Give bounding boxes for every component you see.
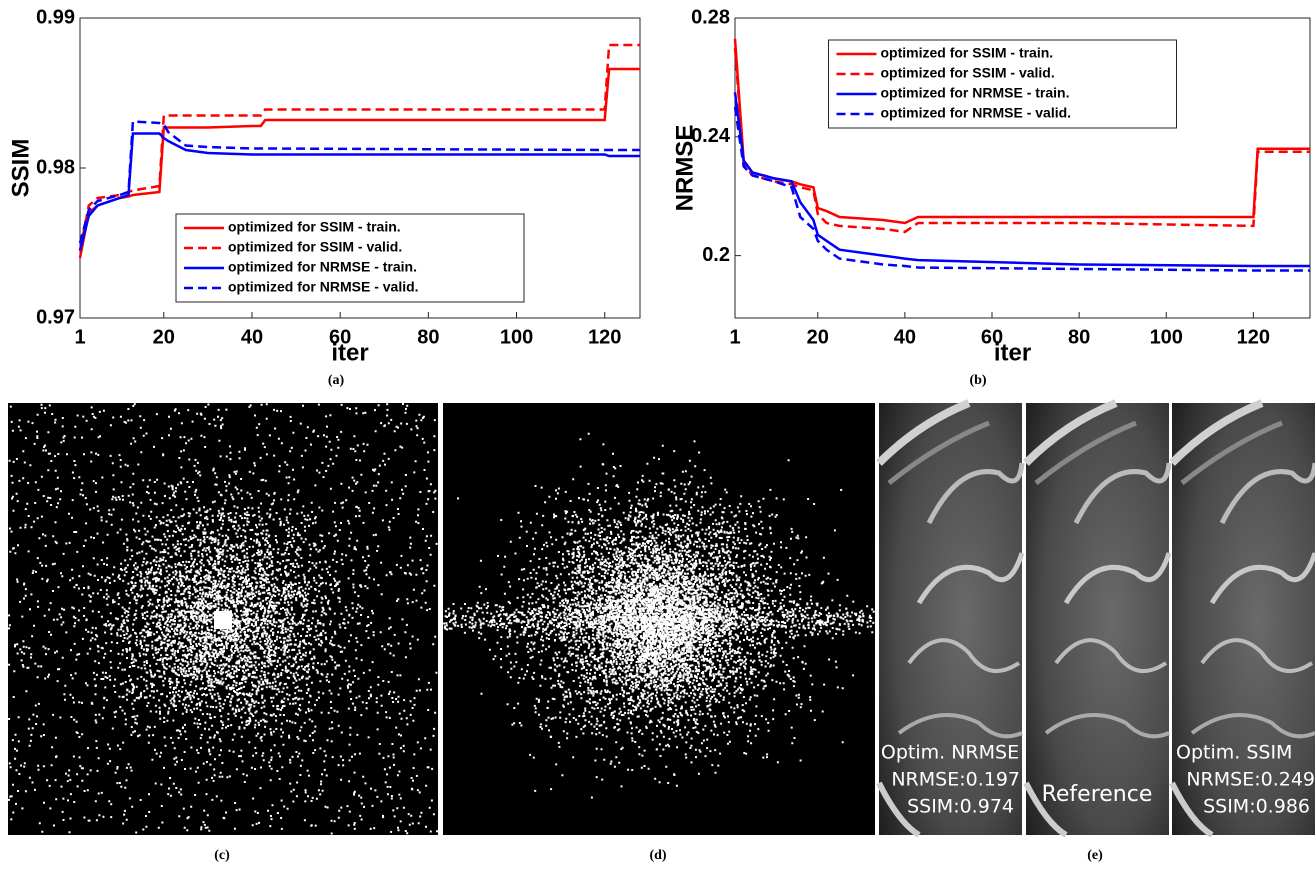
overlay-text: Reference <box>1042 782 1153 807</box>
y-axis-label: SSIM <box>7 139 34 198</box>
y-tick-label: 0.24 <box>691 125 731 147</box>
legend-label: optimized for NRMSE - train. <box>881 85 1070 101</box>
mri-image <box>1026 403 1169 835</box>
series-line <box>733 92 1310 268</box>
overlay-text: SSIM:0.974 <box>907 796 1014 818</box>
y-tick-label: 0.97 <box>36 306 75 328</box>
caption: (e) <box>1087 848 1103 863</box>
x-tick-label: 20 <box>807 326 829 348</box>
legend <box>828 39 1177 129</box>
x-tick-label: 80 <box>1068 326 1090 348</box>
series-line <box>78 132 640 251</box>
x-tick-label: 60 <box>981 326 1003 348</box>
legend-label: optimized for NRMSE - train. <box>228 259 417 275</box>
x-tick-label: 120 <box>588 326 621 348</box>
caption: (c) <box>214 848 230 863</box>
x-axis-label: iter <box>331 339 368 366</box>
legend-label: optimized for NRMSE - valid. <box>881 105 1072 121</box>
x-tick-label: 40 <box>241 326 263 348</box>
overlay-text: NRMSE:0.249 <box>1186 769 1315 791</box>
x-tick-label: 60 <box>329 326 351 348</box>
y-tick-label: 0.2 <box>702 244 730 266</box>
x-tick-label: 1 <box>729 326 740 348</box>
y-tick-label: 0.98 <box>36 156 75 178</box>
x-tick-label: 120 <box>1237 326 1270 348</box>
x-tick-label: 80 <box>417 326 439 348</box>
legend-label: optimized for SSIM - valid. <box>881 65 1055 81</box>
overlay-text: NRMSE:0.197 <box>891 769 1020 791</box>
caption: (b) <box>969 373 986 388</box>
legend <box>175 213 525 303</box>
chart: 0.970.980.991 20 40 60 80 100 120iterSSIM(a)op… <box>7 6 641 388</box>
x-tick-label: 1 <box>74 326 85 348</box>
y-axis-label: NRMSE <box>671 125 698 212</box>
overlay-text: Optim. NRMSE <box>881 742 1019 764</box>
x-tick-label: 40 <box>894 326 916 348</box>
legend-label: optimized for SSIM - valid. <box>228 239 402 255</box>
y-tick-label: 0.28 <box>691 6 730 28</box>
caption: (d) <box>649 848 666 863</box>
caption: (a) <box>328 373 345 388</box>
y-tick-label: 0.99 <box>36 6 75 28</box>
series-line <box>733 106 1310 272</box>
x-tick-label: 100 <box>1150 326 1183 348</box>
sampling-mask-dots <box>8 403 438 835</box>
legend-label: optimized for SSIM - train. <box>881 45 1054 61</box>
legend-label: optimized for NRMSE - valid. <box>228 279 419 295</box>
x-tick-label: 100 <box>500 326 533 348</box>
x-axis-label: iter <box>994 339 1031 366</box>
legend-label: optimized for SSIM - train. <box>228 219 401 235</box>
series-line <box>78 120 640 244</box>
overlay-text: SSIM:0.986 <box>1203 796 1310 818</box>
chart: 0.20.240.281 20 40 60 80 100 120iterNRMSE(b)op… <box>671 6 1311 388</box>
overlay-text: Optim. SSIM <box>1176 742 1292 764</box>
x-tick-label: 20 <box>153 326 175 348</box>
